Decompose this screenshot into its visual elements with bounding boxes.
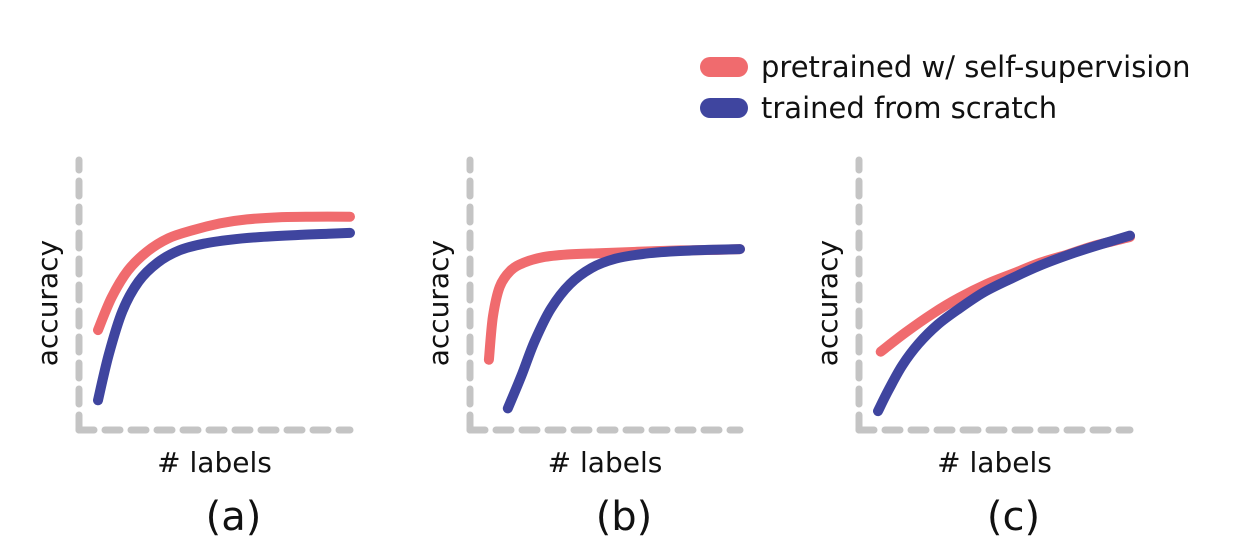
x-axis-title: # labels (548, 446, 663, 479)
y-axis-title: accuracy (422, 240, 455, 366)
panel-caption: (a) (206, 494, 262, 540)
line-scratch (873, 230, 1135, 417)
x-axis-title: # labels (937, 446, 1052, 479)
panel-caption: (b) (596, 494, 653, 540)
panel-b: accuracy # labels (b) (422, 156, 745, 540)
panel-c: accuracy # labels (c) (811, 156, 1135, 540)
y-axis-title: accuracy (811, 240, 844, 366)
legend: pretrained w/ self-supervision trained f… (700, 50, 1190, 125)
panel-a: accuracy # labels (a) (31, 156, 355, 540)
panels: accuracy# labels(a)accuracy# labels(b)ac… (31, 156, 1135, 540)
y-axis-title: accuracy (31, 240, 64, 366)
line-scratch (93, 227, 355, 406)
x-axis-title: # labels (157, 446, 272, 479)
line-scratch (502, 244, 745, 414)
legend-label-pretrained: pretrained w/ self-supervision (761, 50, 1190, 84)
panel-caption: (c) (987, 494, 1040, 540)
line-pretrained (483, 244, 745, 365)
line-pretrained (93, 211, 355, 336)
legend-label-scratch: trained from scratch (761, 91, 1057, 125)
line-pretrained (875, 232, 1135, 357)
